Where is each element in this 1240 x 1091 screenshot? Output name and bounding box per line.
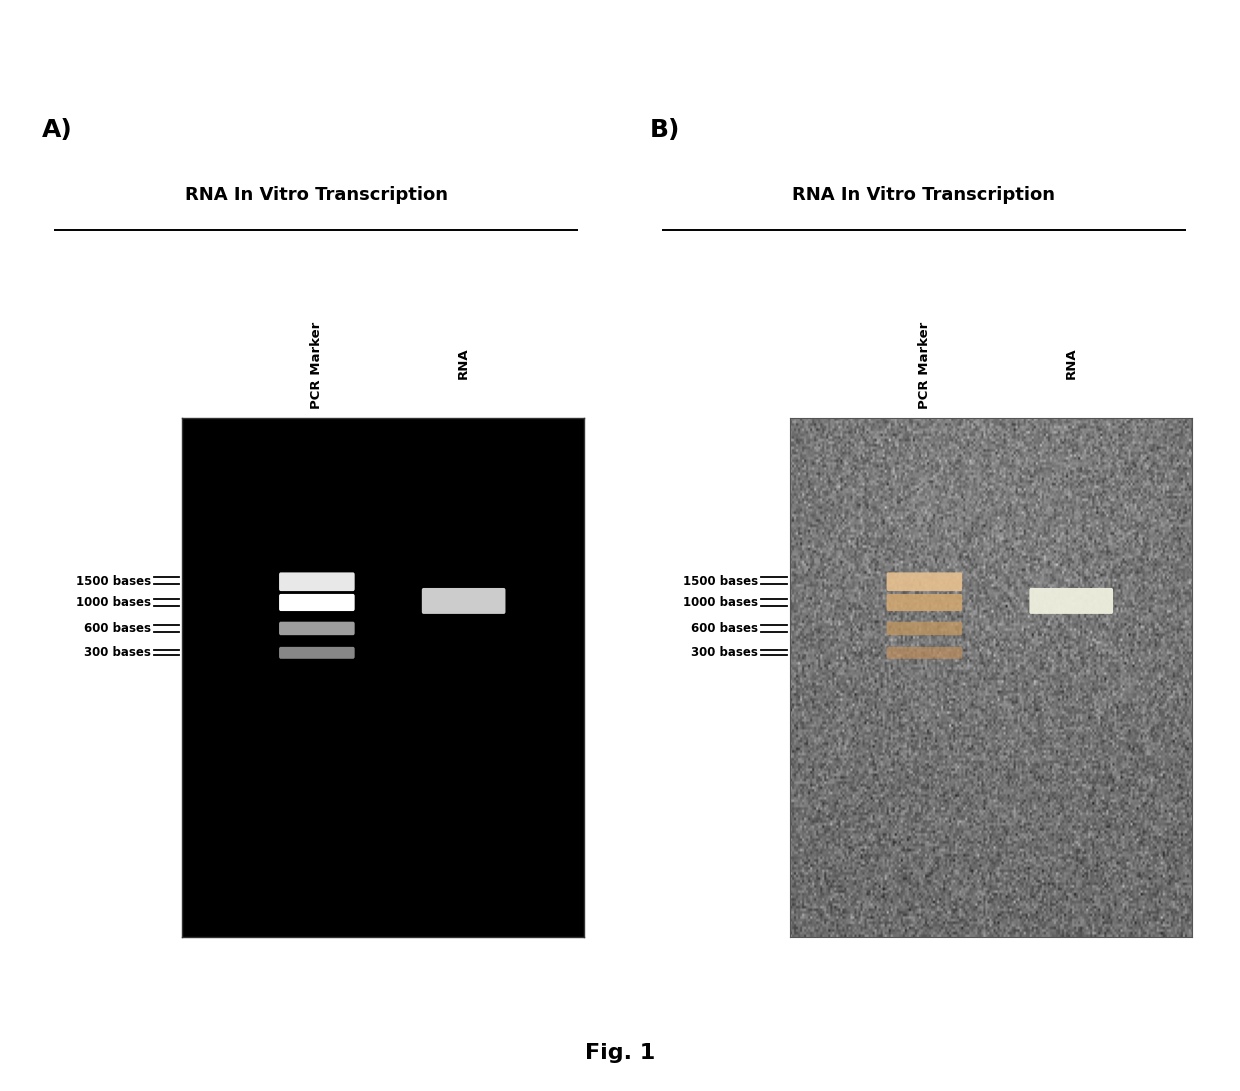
Text: PCR Marker: PCR Marker: [310, 322, 324, 409]
Text: 600 bases: 600 bases: [691, 622, 759, 635]
FancyBboxPatch shape: [279, 647, 355, 659]
Text: 600 bases: 600 bases: [83, 622, 151, 635]
FancyBboxPatch shape: [887, 647, 962, 659]
FancyBboxPatch shape: [887, 573, 962, 591]
Text: B): B): [650, 118, 681, 142]
Text: 1000 bases: 1000 bases: [683, 596, 759, 609]
Text: RNA: RNA: [458, 347, 470, 379]
FancyBboxPatch shape: [279, 622, 355, 635]
Text: RNA In Vitro Transcription: RNA In Vitro Transcription: [792, 187, 1055, 204]
FancyBboxPatch shape: [279, 573, 355, 591]
Text: 300 bases: 300 bases: [84, 646, 151, 659]
Text: 300 bases: 300 bases: [692, 646, 759, 659]
Text: A): A): [42, 118, 73, 142]
FancyBboxPatch shape: [279, 594, 355, 611]
Text: 1500 bases: 1500 bases: [683, 575, 759, 588]
FancyBboxPatch shape: [1029, 588, 1114, 614]
FancyBboxPatch shape: [887, 594, 962, 611]
FancyBboxPatch shape: [887, 622, 962, 635]
FancyBboxPatch shape: [422, 588, 506, 614]
Text: Fig. 1: Fig. 1: [585, 1043, 655, 1063]
Text: 1000 bases: 1000 bases: [76, 596, 151, 609]
Text: RNA In Vitro Transcription: RNA In Vitro Transcription: [185, 187, 448, 204]
Text: RNA: RNA: [1065, 347, 1078, 379]
Text: 1500 bases: 1500 bases: [76, 575, 151, 588]
Text: PCR Marker: PCR Marker: [918, 322, 931, 409]
